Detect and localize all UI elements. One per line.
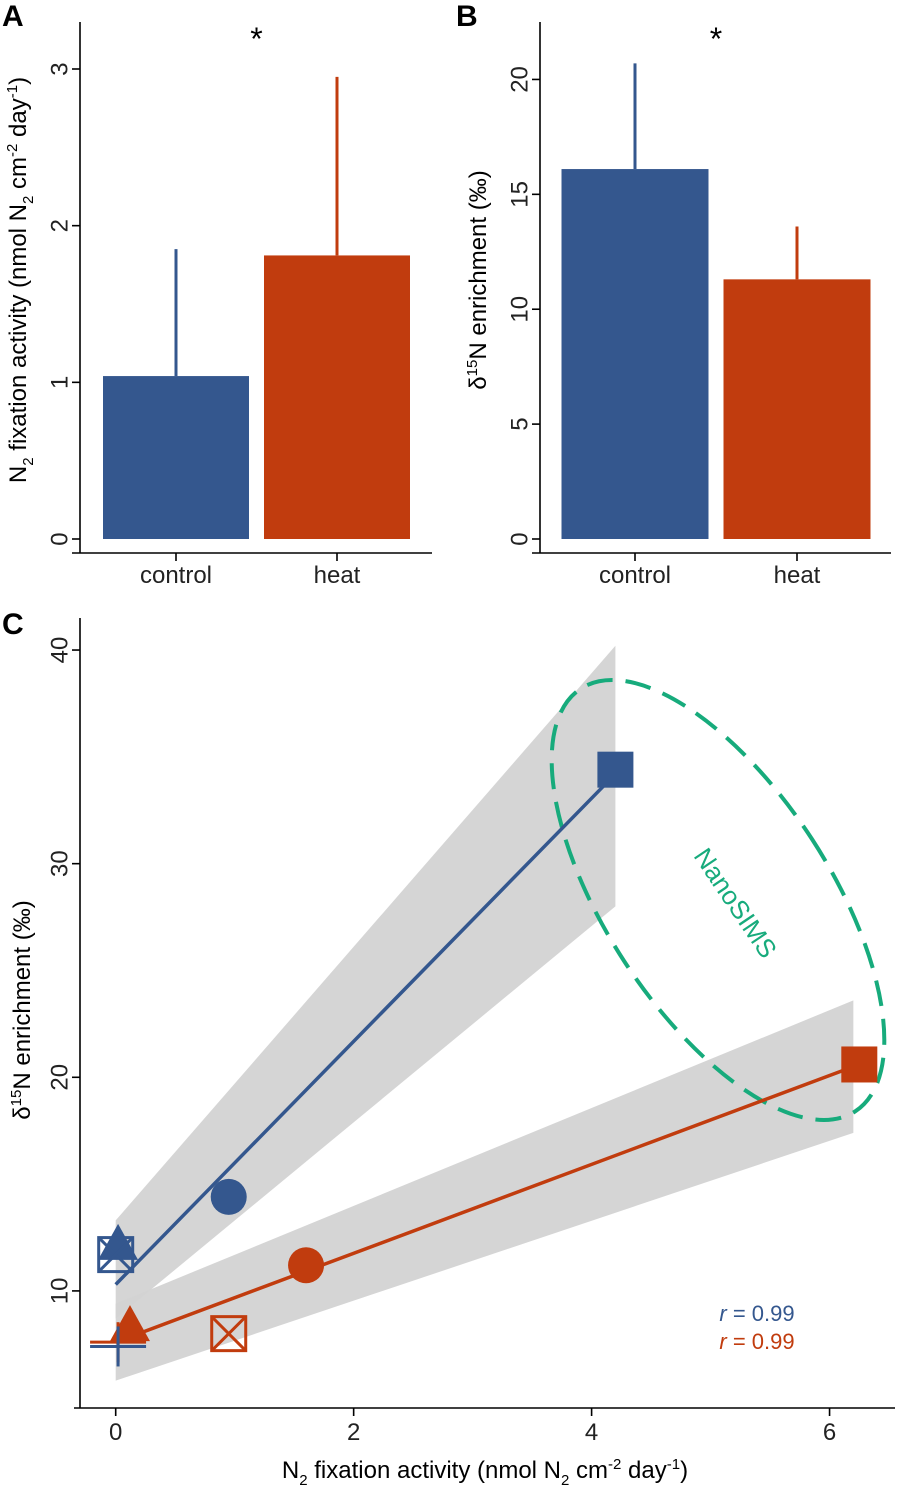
y-tick-label: 30 [47,850,74,877]
significance-star: * [710,21,722,57]
fit-line-control [114,772,617,1286]
significance-star: * [250,21,262,57]
label-part: day [621,1457,666,1484]
r-value: = 0.99 [727,1301,795,1326]
x-tick-label: 4 [585,1419,598,1446]
panel-letter-a: A [2,0,24,33]
marker-cross [210,1315,247,1352]
r-symbol: r [719,1329,728,1354]
y-tick-label: 10 [507,296,534,323]
r-label-heat: r = 0.99 [719,1329,794,1354]
r-value: = 0.99 [727,1329,795,1354]
confidence-band-control [115,645,616,1319]
heat-point-square-x-open [210,1315,248,1353]
x-tick-label: heat [774,562,821,589]
marker-box [210,1315,248,1353]
heat-point-circle [288,1247,325,1284]
control-point-plus [90,1326,147,1367]
label-subscript: 2 [561,1472,569,1488]
control-point-square [597,751,634,788]
x-tick-label: 2 [347,1419,360,1446]
x-tick-label: 6 [823,1419,836,1446]
label-part: fixation activity (nmol N [5,204,32,457]
y-tick-label: 0 [47,532,74,545]
label-subscript: 2 [20,196,37,204]
bar-heat [723,279,871,539]
y-axis-title: δ15N enrichment (‰) [464,170,492,389]
label-part: fixation activity (nmol N [308,1457,561,1484]
r-label-control: r = 0.99 [719,1301,794,1326]
label-part: N [282,1457,299,1484]
bar-control [561,169,709,539]
y-tick-label: 20 [507,66,534,93]
y-tick-label: 20 [47,1064,74,1091]
y-tick-label: 10 [47,1278,74,1305]
label-subscript: 2 [20,457,37,465]
marker-cross [97,1236,134,1273]
label-superscript: 15 [8,1090,25,1107]
control-point-circle [210,1178,247,1215]
y-axis-title: δ15N enrichment (‰) [8,900,36,1119]
x-tick-label: control [140,562,212,589]
y-tick-label: 1 [47,376,74,389]
label-part: ) [5,77,32,85]
heat-point-triangle [109,1305,150,1342]
y-tick-label: 2 [47,219,74,232]
label-part: δ [9,1106,36,1119]
control-point-triangle [98,1223,139,1260]
fit-line-heat [115,1064,854,1344]
label-superscript: 15 [464,360,481,377]
label-part: δ [465,376,492,389]
y-axis-title: N2 fixation activity (nmol N2 cm-2 day-1… [4,77,37,483]
label-part: cm [5,157,32,196]
bar-heat [264,255,410,539]
y-tick-label: 40 [47,637,74,664]
label-part: cm [569,1457,608,1484]
label-superscript: -2 [4,144,21,157]
panel-letter-c: C [2,608,24,641]
x-tick-label: 0 [109,1419,122,1446]
confidence-band-heat [115,1000,854,1381]
marker-box [97,1236,135,1274]
label-superscript: -1 [667,1456,680,1473]
label-part: ) [680,1457,688,1484]
r-symbol: r [719,1301,728,1326]
label-part: N enrichment (‰) [9,900,36,1089]
y-tick-label: 3 [47,62,74,75]
control-point-square-x-open [97,1236,135,1274]
x-tick-label: control [599,562,671,589]
y-tick-label: 0 [507,532,534,545]
nanosims-label: NanoSIMS [688,842,783,963]
label-part: N enrichment (‰) [465,170,492,359]
label-subscript: 2 [299,1472,307,1488]
bar-control [103,376,249,539]
nanosims-ellipse [549,678,887,1122]
x-axis-title: N2 fixation activity (nmol N2 cm-2 day-1… [282,1456,688,1488]
label-part: day [5,98,32,143]
y-tick-label: 5 [507,417,534,430]
panel-letter-b: B [456,0,478,33]
x-tick-label: heat [314,562,361,589]
label-superscript: -1 [4,85,21,98]
label-part: N [5,466,32,483]
label-superscript: -2 [608,1456,621,1473]
heat-point-square [841,1046,878,1083]
y-tick-label: 15 [507,181,534,208]
